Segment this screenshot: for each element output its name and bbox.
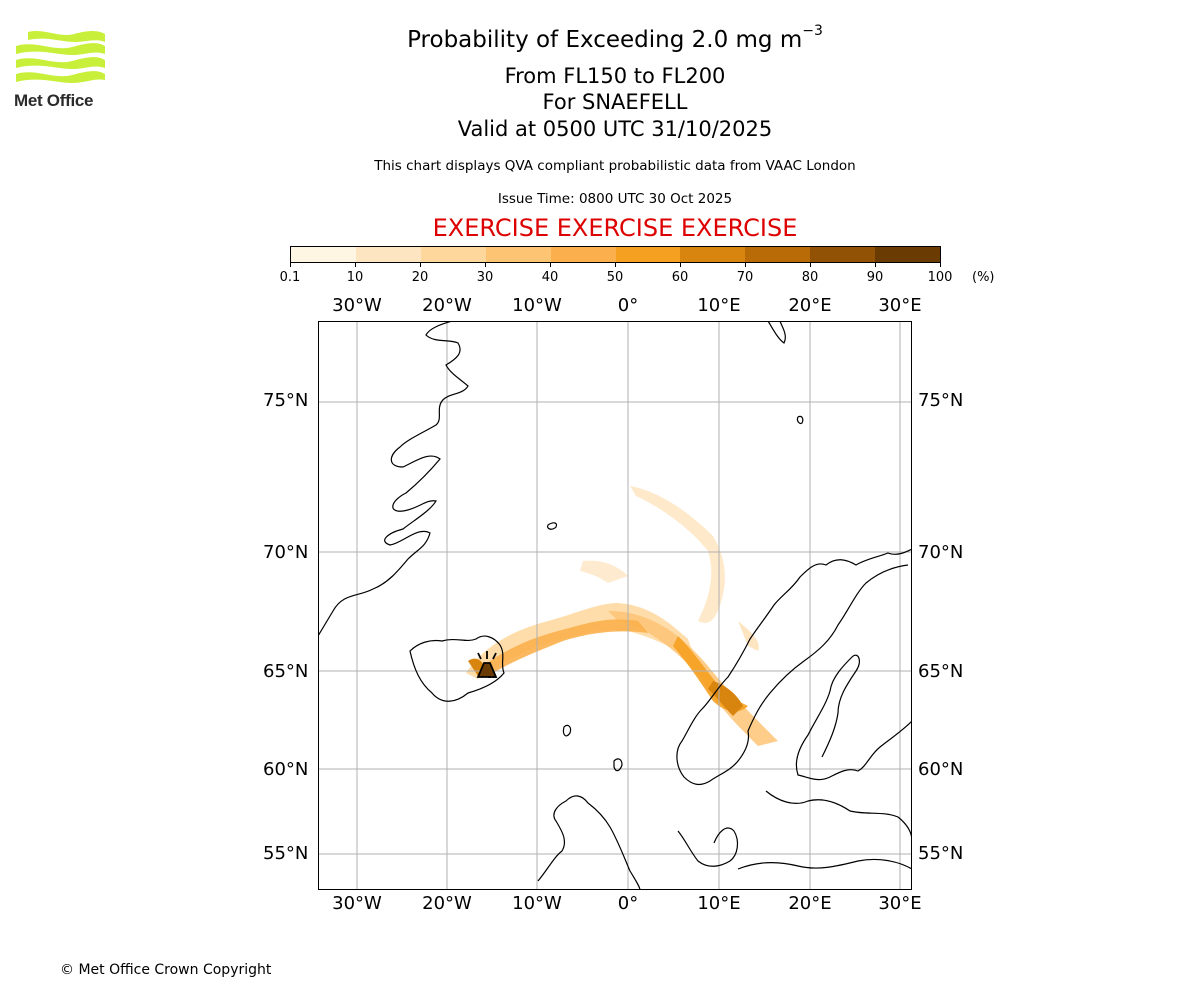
lat-label-left: 55°N	[263, 843, 309, 864]
lon-label-bottom: 10°E	[697, 893, 741, 914]
lat-label-right: 55°N	[918, 843, 964, 864]
faroe-coast	[562, 724, 572, 737]
colorbar-segment	[745, 247, 811, 262]
met-office-wave-logo-icon	[16, 31, 105, 83]
colorbar-tick	[680, 262, 681, 267]
colorbar-unit: (%)	[972, 270, 995, 285]
lon-label-top: 0°	[617, 295, 639, 316]
colorbar-segment	[291, 247, 356, 262]
colorbar-tick-label: 50	[606, 270, 624, 285]
lat-label-right: 60°N	[918, 759, 964, 780]
colorbar-segment	[875, 247, 941, 262]
colorbar-tick	[355, 262, 356, 267]
graticule	[318, 321, 912, 890]
colorbar-segment	[810, 247, 876, 262]
colorbar-tick	[940, 262, 941, 267]
lon-label-top: 20°E	[788, 295, 832, 316]
lon-label-top: 30°E	[878, 295, 922, 316]
lat-label-left: 75°N	[263, 390, 309, 411]
norway-coast	[676, 548, 912, 786]
colorbar-tick	[290, 262, 291, 267]
exercise-banner: EXERCISE EXERCISE EXERCISE	[432, 214, 798, 242]
bear-island-coast	[796, 415, 804, 425]
chart-title: Probability of Exceeding 2.0 mg m−3	[315, 23, 915, 53]
lon-label-bottom: 30°W	[332, 893, 382, 914]
colorbar-segment	[680, 247, 746, 262]
sweden-finland-coast	[795, 654, 912, 781]
lon-label-top: 30°W	[332, 295, 382, 316]
colorbar-tick-label: 0.1	[279, 270, 301, 285]
logo-text: Met Office	[14, 91, 94, 110]
lon-label-top: 20°W	[422, 295, 472, 316]
ash-probability-plume	[466, 486, 778, 746]
iceland-coast	[409, 635, 505, 702]
colorbar-tick	[485, 262, 486, 267]
valid-time: Valid at 0500 UTC 31/10/2025	[457, 117, 773, 141]
lat-label-right: 65°N	[918, 661, 964, 682]
colorbar-tick	[810, 262, 811, 267]
colorbar-tick	[875, 262, 876, 267]
lat-label-left: 70°N	[263, 542, 309, 563]
colorbar-tick-label: 40	[541, 270, 559, 285]
colorbar-tick	[550, 262, 551, 267]
colorbar-tick	[420, 262, 421, 267]
lat-label-left: 60°N	[263, 759, 309, 780]
jan-mayen-coast	[547, 522, 558, 530]
uk-coast	[537, 795, 641, 890]
colorbar-tick-label: 70	[736, 270, 754, 285]
denmark-coast	[677, 827, 739, 867]
lon-label-bottom: 20°W	[422, 893, 472, 914]
issue-time: Issue Time: 0800 UTC 30 Oct 2025	[497, 191, 733, 207]
colorbar-segment	[615, 247, 681, 262]
colorbar-tick-label: 10	[346, 270, 364, 285]
lat-label-right: 75°N	[918, 390, 964, 411]
colorbar-segment	[485, 247, 551, 262]
coastlines	[318, 321, 912, 890]
title-main: Probability of Exceeding 2.0 mg m	[407, 27, 803, 53]
colorbar-segment	[550, 247, 616, 262]
lon-label-bottom: 10°W	[512, 893, 562, 914]
greenland-coast	[318, 321, 469, 637]
flight-level-range: From FL150 to FL200	[504, 64, 726, 88]
colorbar-tick-label: 20	[411, 270, 429, 285]
colorbar-tick-label: 100	[927, 270, 953, 285]
lon-label-bottom: 0°	[617, 893, 639, 914]
colorbar-segment	[355, 247, 421, 262]
lat-label-right: 70°N	[918, 542, 964, 563]
met-office-logo: Met Office	[14, 30, 106, 112]
title-exponent: −3	[802, 23, 823, 39]
lat-label-left: 65°N	[263, 661, 309, 682]
map-border	[318, 321, 912, 890]
map-svg	[318, 321, 912, 890]
colorbar	[290, 246, 941, 263]
volcano-name: For SNAEFELL	[542, 90, 688, 114]
lon-label-top: 10°W	[512, 295, 562, 316]
lon-label-bottom: 20°E	[788, 893, 832, 914]
map-panel	[318, 321, 912, 890]
germany-coast	[737, 858, 912, 870]
colorbar-tick-label: 30	[476, 270, 494, 285]
colorbar-segment	[420, 247, 486, 262]
copyright-notice: © Met Office Crown Copyright	[60, 962, 272, 978]
colorbar-tick	[745, 262, 746, 267]
svalbard-coast	[767, 321, 786, 344]
volcano-marker-icon	[476, 651, 498, 678]
baltic-coast	[765, 790, 912, 842]
colorbar-tick-label: 60	[671, 270, 689, 285]
chart-description: This chart displays QVA compliant probab…	[374, 158, 856, 174]
colorbar-tick-label: 80	[801, 270, 819, 285]
shetland-coast	[613, 758, 623, 772]
colorbar-tick-label: 90	[866, 270, 884, 285]
lon-label-top: 10°E	[697, 295, 741, 316]
lon-label-bottom: 30°E	[878, 893, 922, 914]
colorbar-tick	[615, 262, 616, 267]
